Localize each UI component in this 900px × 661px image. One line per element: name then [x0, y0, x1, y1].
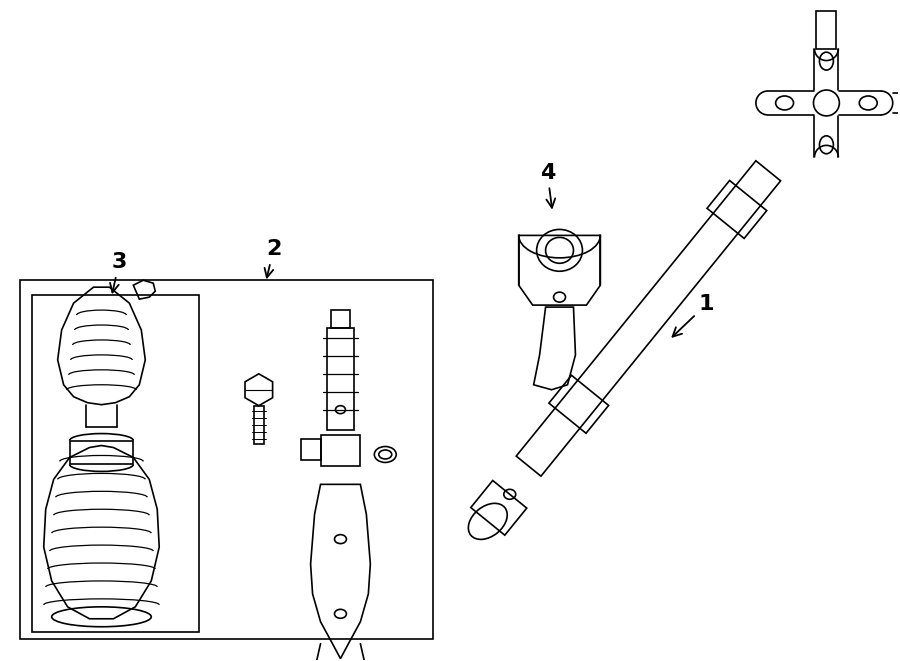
Bar: [816, 11, 836, 49]
Bar: [20, 280, 433, 639]
Bar: [327, 328, 355, 430]
Bar: [320, 434, 360, 467]
Text: 1: 1: [672, 294, 715, 336]
Bar: [32, 295, 199, 632]
Bar: [254, 406, 264, 444]
Text: 4: 4: [540, 163, 555, 208]
Text: 2: 2: [265, 239, 281, 278]
Bar: [69, 440, 133, 465]
Bar: [301, 438, 320, 461]
Bar: [330, 310, 350, 328]
Text: 3: 3: [110, 253, 127, 292]
